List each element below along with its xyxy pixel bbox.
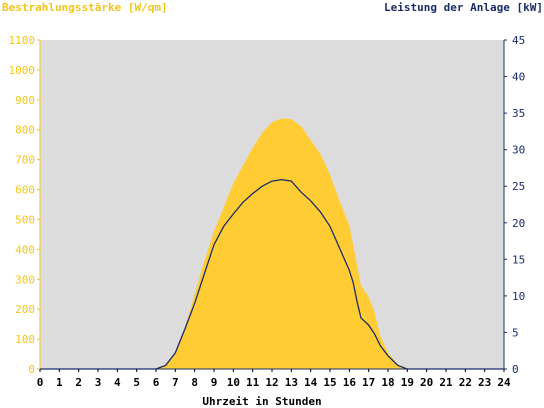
- left-tick-label: 700: [15, 154, 35, 167]
- left-tick-label: 600: [15, 184, 35, 197]
- x-tick-label: 12: [265, 376, 278, 389]
- right-tick-label: 20: [512, 217, 525, 230]
- x-tick-label: 6: [153, 376, 160, 389]
- right-tick-label: 45: [512, 34, 525, 47]
- x-tick-label: 4: [114, 376, 121, 389]
- left-tick-label: 200: [15, 303, 35, 316]
- right-tick-label: 15: [512, 253, 525, 266]
- x-tick-label: 20: [420, 376, 433, 389]
- series-layer: [40, 118, 504, 370]
- x-tick-label: 7: [172, 376, 179, 389]
- right-axis-title: Leistung der Anlage [kW]: [384, 1, 543, 14]
- x-tick-label: 9: [211, 376, 218, 389]
- x-tick-label: 2: [75, 376, 82, 389]
- left-tick-label: 300: [15, 273, 35, 286]
- x-tick-label: 17: [362, 376, 375, 389]
- x-tick-label: 16: [343, 376, 357, 389]
- left-tick-label: 400: [15, 243, 35, 256]
- right-tick-label: 30: [512, 144, 525, 157]
- x-tick-label: 21: [439, 376, 453, 389]
- right-tick-label: 25: [512, 180, 525, 193]
- right-tick-label: 40: [512, 71, 525, 84]
- x-tick-label: 5: [133, 376, 140, 389]
- right-tick-label: 35: [512, 107, 525, 120]
- left-tick-label: 500: [15, 213, 35, 226]
- right-tick-label: 5: [512, 326, 519, 339]
- x-tick-label: 18: [381, 376, 394, 389]
- left-tick-label: 1000: [9, 64, 36, 77]
- left-tick-label: 900: [15, 94, 35, 107]
- left-tick-label: 0: [28, 363, 35, 376]
- x-tick-label: 1: [56, 376, 63, 389]
- right-tick-label: 0: [512, 363, 519, 376]
- x-tick-label: 23: [478, 376, 491, 389]
- x-tick-label: 15: [323, 376, 336, 389]
- left-tick-label: 1100: [9, 34, 36, 47]
- x-axis-title: Uhrzeit in Stunden: [202, 395, 321, 408]
- x-tick-label: 22: [459, 376, 472, 389]
- x-tick-label: 0: [37, 376, 44, 389]
- irradiance-area: [40, 118, 504, 370]
- x-tick-label: 13: [285, 376, 298, 389]
- x-tick-label: 10: [227, 376, 240, 389]
- right-tick-label: 10: [512, 290, 525, 303]
- left-axis-title: Bestrahlungsstärke [W/qm]: [2, 1, 168, 14]
- left-tick-label: 800: [15, 124, 35, 137]
- x-tick-label: 8: [191, 376, 198, 389]
- x-tick-label: 24: [497, 376, 511, 389]
- x-tick-label: 3: [95, 376, 102, 389]
- x-tick-label: 19: [401, 376, 414, 389]
- axes-layer: 0100200300400500600700800900100011000510…: [9, 34, 526, 389]
- power-line: [40, 178, 504, 370]
- x-tick-label: 11: [246, 376, 260, 389]
- left-tick-label: 100: [15, 333, 35, 346]
- x-tick-label: 14: [304, 376, 318, 389]
